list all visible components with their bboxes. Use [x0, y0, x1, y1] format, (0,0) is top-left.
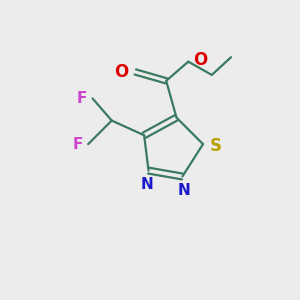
Text: S: S: [209, 136, 221, 154]
Text: F: F: [77, 91, 87, 106]
Text: N: N: [178, 183, 190, 198]
Text: O: O: [115, 63, 129, 81]
Text: O: O: [194, 51, 208, 69]
Text: N: N: [141, 177, 153, 192]
Text: F: F: [73, 136, 83, 152]
